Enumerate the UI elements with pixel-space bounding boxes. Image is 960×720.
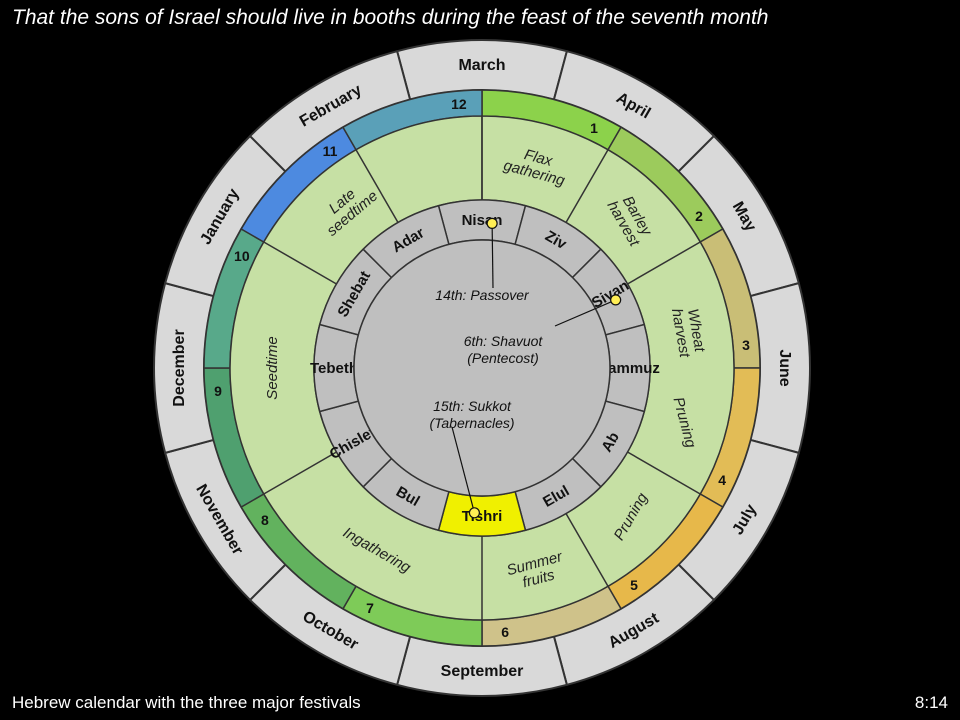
month-number: 10	[234, 248, 250, 264]
month-number: 9	[214, 383, 222, 399]
festival-marker	[468, 507, 481, 519]
hebrew-month-label: Tammuz	[600, 360, 660, 377]
gregorian-month-label: September	[441, 663, 524, 680]
month-number: 3	[742, 337, 750, 353]
month-number: 4	[718, 472, 726, 488]
festival-label: 14th: Passover	[435, 287, 530, 303]
festival-leader-line	[491, 223, 494, 289]
season-divider	[263, 241, 337, 285]
season-divider	[627, 241, 701, 285]
slide-title: That the sons of Israel should live in b…	[12, 6, 769, 29]
month-number: 1	[590, 120, 598, 136]
center-disc	[353, 239, 611, 497]
month-number: 6	[501, 624, 509, 640]
month-number: 11	[323, 143, 338, 159]
gregorian-month-label: December	[171, 329, 188, 406]
slide-caption: Hebrew calendar with the three major fes…	[12, 693, 361, 712]
hebrew-month-label: Tishri	[462, 508, 503, 525]
festival-label: 6th: Shavuot (Pentecost)	[464, 333, 544, 366]
gregorian-month-label: June	[777, 349, 794, 386]
month-number: 8	[261, 512, 269, 528]
season-divider	[627, 451, 701, 495]
festival-label: 15th: Sukkot (Tabernacles)	[429, 398, 514, 431]
month-number: 7	[366, 600, 374, 616]
festival-marker	[486, 217, 498, 229]
season-label: Seedtime	[264, 336, 281, 399]
festival-leader-line	[451, 426, 475, 513]
festival-leader-line	[554, 299, 616, 327]
festival-marker	[610, 294, 622, 306]
month-number: 12	[451, 96, 467, 112]
season-divider	[263, 451, 337, 495]
month-number: 5	[630, 577, 638, 593]
hebrew-month-label: Tebeth	[310, 360, 358, 377]
season-divider	[565, 513, 609, 587]
slide-number: 8:14	[914, 693, 948, 712]
season-divider	[565, 149, 609, 223]
month-number: 2	[695, 208, 703, 224]
gregorian-month-label: March	[458, 57, 505, 74]
season-divider	[355, 149, 399, 223]
